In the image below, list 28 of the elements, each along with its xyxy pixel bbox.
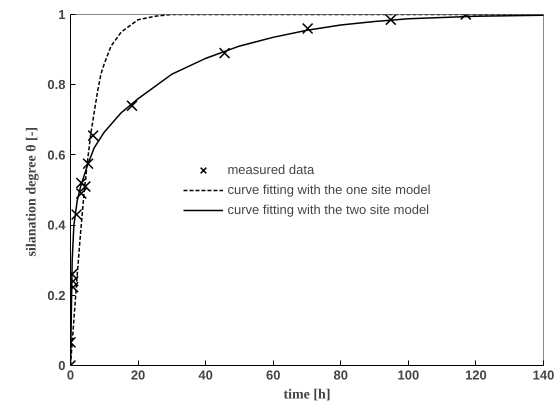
x-tick-label: 120 xyxy=(465,368,487,382)
legend-label: measured data xyxy=(227,162,314,177)
y-tick-label: 0.8 xyxy=(47,77,66,92)
point xyxy=(80,180,92,192)
point xyxy=(385,14,396,26)
point xyxy=(87,130,99,142)
x-tick-label: 40 xyxy=(198,368,213,382)
legend-label: curve fitting with the one site model xyxy=(227,182,431,197)
x-tick-label: 60 xyxy=(266,368,280,382)
legend-label: curve fitting with the two site model xyxy=(227,202,430,217)
point xyxy=(76,188,88,200)
y-tick-label: 0.2 xyxy=(47,288,66,303)
x-tick-label: 140 xyxy=(532,368,554,382)
x-axis-title: time [h] xyxy=(283,388,331,402)
y-tick-label: 0 xyxy=(58,358,66,373)
x-tick-label: 80 xyxy=(334,368,348,382)
point xyxy=(302,22,314,34)
y-tick-label: 0.6 xyxy=(47,147,66,162)
point xyxy=(70,208,82,220)
point xyxy=(76,177,88,189)
point xyxy=(218,47,230,59)
x-tick-label: 100 xyxy=(398,368,420,382)
y-tick-label: 1 xyxy=(58,7,66,22)
y-tick-label: 0.4 xyxy=(47,218,66,233)
point xyxy=(126,100,138,112)
point xyxy=(82,158,94,170)
y-axis-title: silanation degree θ [-] xyxy=(24,126,40,257)
x-tick-label: 20 xyxy=(130,368,146,382)
